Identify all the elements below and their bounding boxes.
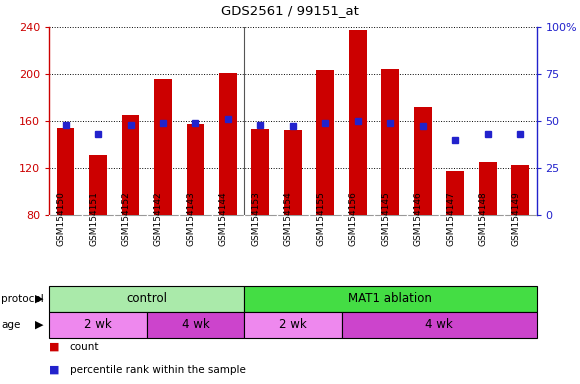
Bar — [49, 312, 147, 338]
Bar — [49, 286, 244, 312]
Text: percentile rank within the sample: percentile rank within the sample — [70, 365, 245, 375]
Text: GSM154147: GSM154147 — [446, 191, 455, 246]
Text: GSM154151: GSM154151 — [89, 191, 98, 246]
Text: 2 wk: 2 wk — [279, 318, 307, 331]
Bar — [284, 130, 302, 215]
Bar — [244, 286, 536, 312]
Bar — [382, 69, 399, 215]
Text: 4 wk: 4 wk — [182, 318, 209, 331]
Bar — [219, 73, 237, 215]
Text: GSM154150: GSM154150 — [56, 191, 66, 246]
Text: ■: ■ — [49, 365, 60, 375]
Text: 4 wk: 4 wk — [425, 318, 453, 331]
Text: ▶: ▶ — [35, 320, 44, 330]
Text: control: control — [126, 292, 167, 305]
Bar — [57, 128, 74, 215]
Text: GDS2561 / 99151_at: GDS2561 / 99151_at — [221, 4, 359, 17]
Text: GSM154142: GSM154142 — [154, 191, 163, 245]
Text: 2 wk: 2 wk — [84, 318, 112, 331]
Text: GSM154148: GSM154148 — [478, 191, 488, 246]
Text: GSM154149: GSM154149 — [511, 191, 520, 246]
Bar — [512, 166, 529, 215]
Bar — [479, 162, 496, 215]
Bar — [187, 124, 204, 215]
Bar — [342, 312, 536, 338]
Text: GSM154152: GSM154152 — [121, 191, 130, 246]
Text: MAT1 ablation: MAT1 ablation — [349, 292, 432, 305]
Bar — [147, 312, 244, 338]
Text: count: count — [70, 342, 99, 352]
Bar — [349, 30, 367, 215]
Bar — [122, 115, 139, 215]
Text: GSM154153: GSM154153 — [251, 191, 260, 246]
Text: GSM154145: GSM154145 — [381, 191, 390, 246]
Bar — [154, 78, 172, 215]
Text: GSM154155: GSM154155 — [316, 191, 325, 246]
Text: GSM154146: GSM154146 — [414, 191, 423, 246]
Text: ■: ■ — [49, 342, 60, 352]
Text: GSM154143: GSM154143 — [186, 191, 195, 246]
Text: GSM154144: GSM154144 — [219, 191, 228, 245]
Bar — [252, 129, 269, 215]
Bar — [414, 107, 432, 215]
Text: GSM154156: GSM154156 — [349, 191, 358, 246]
Text: GSM154154: GSM154154 — [284, 191, 293, 246]
Text: protocol: protocol — [1, 294, 44, 304]
Bar — [244, 312, 342, 338]
Bar — [447, 171, 464, 215]
Bar — [317, 70, 334, 215]
Bar — [89, 155, 107, 215]
Text: age: age — [1, 320, 20, 330]
Text: ▶: ▶ — [35, 294, 44, 304]
